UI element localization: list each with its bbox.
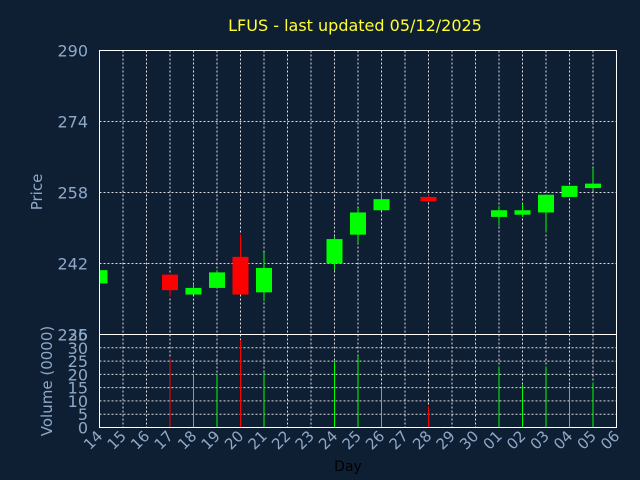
candle-body — [326, 239, 343, 264]
price-tick-labels: 226 242 258 274 290 — [57, 42, 88, 345]
day-tick-label: 15 — [104, 427, 130, 453]
day-tick-label: 22 — [268, 427, 294, 453]
volume-bars — [169, 339, 594, 428]
candle-body — [514, 210, 531, 215]
day-tick-label: 26 — [362, 427, 388, 453]
candle-body — [99, 270, 108, 284]
day-tick-label: 27 — [386, 427, 412, 453]
day-tick-label: 18 — [174, 427, 200, 453]
price-tick-label: 258 — [57, 184, 88, 203]
candle-body — [420, 196, 437, 202]
day-tick-label: 23 — [292, 427, 318, 453]
volume-panel-frame — [99, 334, 617, 428]
day-tick-label: 19 — [198, 427, 224, 453]
day-tick-label: 16 — [127, 427, 153, 453]
candle-body — [209, 272, 225, 288]
day-tick-label: 05 — [574, 427, 600, 453]
price-tick-label: 226 — [57, 326, 88, 345]
day-tick-label: 24 — [315, 427, 341, 453]
price-tick-label: 242 — [57, 255, 88, 274]
candle-body — [491, 210, 507, 217]
volume-tick-label: 30 — [68, 339, 88, 358]
price-tick-label: 290 — [57, 42, 88, 61]
day-tick-label: 28 — [409, 427, 435, 453]
candle-body — [561, 185, 578, 197]
volume-tick-label: 35 — [68, 326, 88, 345]
day-tick-label: 20 — [221, 427, 247, 453]
price-axis-label: Price — [28, 174, 46, 211]
day-tick-label: 04 — [550, 427, 576, 453]
volume-tick-label: 0 — [78, 419, 88, 438]
day-tick-label: 17 — [151, 427, 177, 453]
day-tick-label: 30 — [456, 427, 482, 453]
candle-body — [373, 199, 390, 211]
candles — [99, 168, 601, 302]
volume-tick-label: 20 — [68, 365, 88, 384]
day-tick-label: 06 — [597, 427, 623, 453]
day-tick-label: 03 — [527, 427, 553, 453]
day-tick-label: 25 — [339, 427, 365, 453]
day-tick-label: 02 — [503, 427, 529, 453]
day-tick-labels: 1415161718192021222324252627282930010203… — [80, 427, 623, 453]
volume-axis-label: Volume (0000) — [38, 326, 56, 436]
candle-body — [256, 267, 272, 293]
volume-tick-label: 15 — [68, 379, 88, 398]
day-tick-label: 01 — [480, 427, 506, 453]
candle-body — [232, 256, 249, 295]
volume-tick-label: 5 — [78, 405, 88, 424]
candle-body — [162, 274, 178, 291]
candle-body — [585, 183, 601, 189]
candle-body — [185, 287, 202, 295]
candle-body — [538, 194, 554, 213]
volume-tick-label: 25 — [68, 352, 88, 371]
x-axis-label: Day — [334, 459, 362, 475]
price-grid — [99, 50, 617, 335]
day-tick-label: 21 — [245, 427, 271, 453]
volume-tick-label: 10 — [68, 392, 88, 411]
price-tick-label: 274 — [57, 113, 88, 132]
day-tick-label: 29 — [433, 427, 459, 453]
candle-body — [350, 212, 366, 235]
chart-title: LFUS - last updated 05/12/2025 — [228, 16, 482, 35]
